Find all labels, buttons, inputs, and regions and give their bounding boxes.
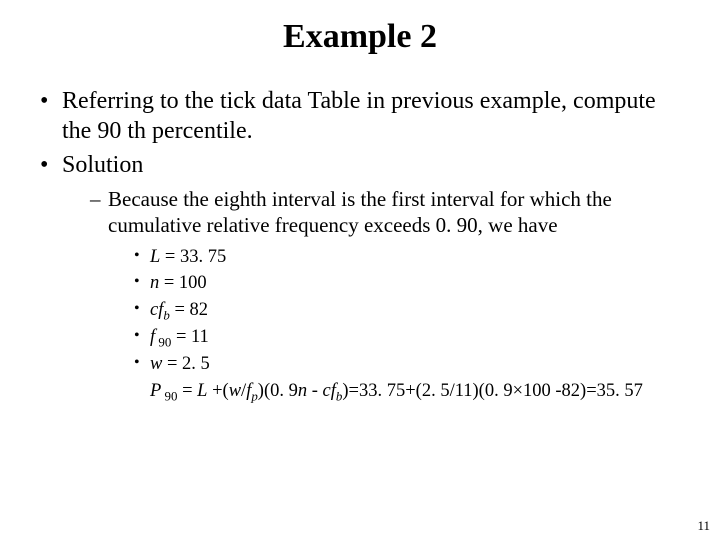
page-number: 11 bbox=[697, 518, 710, 534]
f-minus: - bbox=[307, 381, 322, 401]
bullet-item: Referring to the tick data Table in prev… bbox=[40, 86, 690, 146]
bullet-text: Solution bbox=[62, 152, 143, 178]
formula-line: P 90 = L +(w/fp)(0. 9n - cfb)=33. 75+(2.… bbox=[134, 379, 690, 405]
f-eq: = bbox=[177, 381, 197, 401]
value-item: cfb = 82 bbox=[134, 298, 690, 324]
var-n: n bbox=[150, 273, 159, 293]
bullet-list-level1: Referring to the tick data Table in prev… bbox=[0, 86, 720, 405]
bullet-text: Referring to the tick data Table in prev… bbox=[62, 88, 656, 144]
val: = 2. 5 bbox=[162, 354, 209, 374]
value-item: L = 33. 75 bbox=[134, 245, 690, 271]
f-cf: cf bbox=[323, 381, 336, 401]
val: = 33. 75 bbox=[160, 247, 226, 267]
value-item: w = 2. 5 bbox=[134, 352, 690, 378]
val: = 100 bbox=[159, 273, 206, 293]
bullet-list-level2: Because the eighth interval is the first… bbox=[62, 186, 690, 405]
value-item: f 90 = 11 bbox=[134, 325, 690, 351]
bullet-item: Because the eighth interval is the first… bbox=[90, 186, 690, 405]
var-w: w bbox=[150, 354, 162, 374]
f-plus: +( bbox=[207, 381, 228, 401]
sub: 90 bbox=[155, 335, 171, 350]
value-item: n = 100 bbox=[134, 271, 690, 297]
var-cfb: cf bbox=[150, 300, 163, 320]
f-L: L bbox=[197, 381, 207, 401]
f-Psub: 90 bbox=[161, 389, 177, 404]
f-n: n bbox=[298, 381, 307, 401]
f-P: P bbox=[150, 381, 161, 401]
val: = 11 bbox=[171, 327, 209, 347]
bullet-text: Because the eighth interval is the first… bbox=[108, 187, 612, 237]
bullet-item: Solution Because the eighth interval is … bbox=[40, 150, 690, 405]
val: = 82 bbox=[170, 300, 208, 320]
var-L: L bbox=[150, 247, 160, 267]
bullet-list-level3: L = 33. 75 n = 100 cfb = 82 f 90 = 11 w bbox=[108, 245, 690, 405]
slide: Example 2 Referring to the tick data Tab… bbox=[0, 0, 720, 540]
f-rhs: )=33. 75+(2. 5/11)(0. 9×100 -82)=35. 57 bbox=[342, 381, 643, 401]
f-w: w bbox=[229, 381, 241, 401]
slide-title: Example 2 bbox=[0, 0, 720, 68]
f-c1: )(0. 9 bbox=[258, 381, 298, 401]
